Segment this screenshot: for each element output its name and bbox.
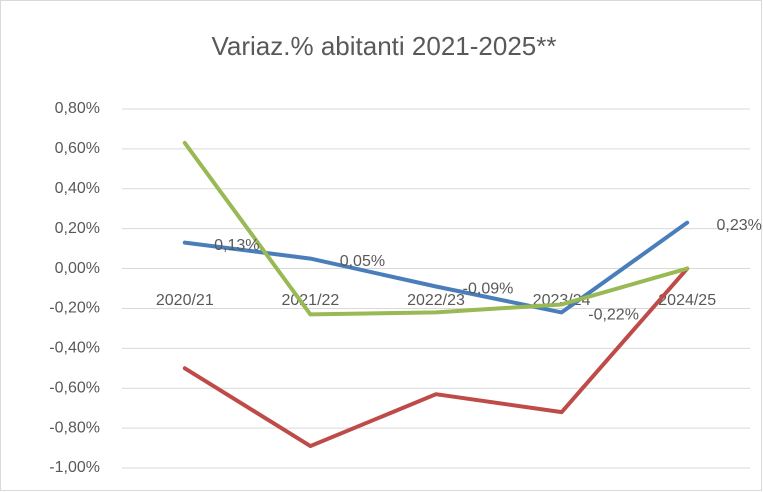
y-tick-label: 0,80%	[55, 100, 100, 117]
y-tick-label: -1,00%	[49, 459, 100, 476]
data-label: -0,09%	[463, 281, 514, 298]
series-line	[182, 266, 690, 449]
x-tick-label: 2022/23	[407, 292, 465, 309]
x-tick-label: 2021/22	[281, 292, 339, 309]
y-tick-label: 0,00%	[55, 260, 100, 277]
y-tick-label: -0,40%	[49, 340, 100, 357]
data-label: -0,22%	[588, 307, 639, 324]
series-line	[182, 140, 690, 317]
y-tick-label: -0,60%	[49, 379, 100, 396]
y-tick-label: 0,60%	[55, 140, 100, 157]
data-label: 0,05%	[340, 253, 385, 270]
y-tick-label: 0,20%	[55, 220, 100, 237]
y-tick-label: -0,20%	[49, 300, 100, 317]
data-label: 0,23%	[717, 217, 762, 234]
series-line	[182, 220, 690, 315]
chart-title: Variaz.% abitanti 2021-2025**	[212, 31, 557, 61]
y-tick-label: 0,40%	[55, 180, 100, 197]
x-tick-label: 2024/25	[658, 292, 716, 309]
data-label: 0,13%	[214, 237, 259, 254]
y-tick-label: -0,80%	[49, 419, 100, 436]
x-tick-label: 2020/21	[156, 292, 214, 309]
